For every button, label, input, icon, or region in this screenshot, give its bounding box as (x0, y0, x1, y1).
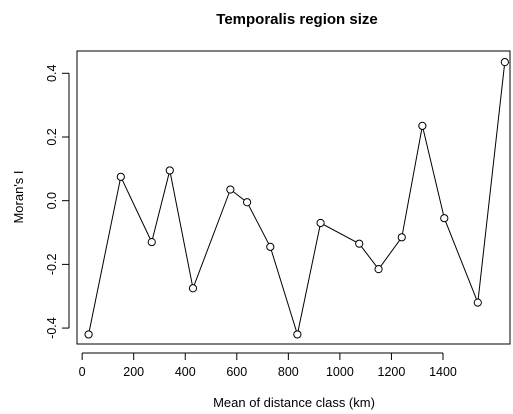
data-point (500, 58, 509, 67)
x-tick-label: 200 (123, 365, 144, 379)
y-tick-label: -0.4 (45, 317, 59, 339)
data-series (84, 58, 509, 339)
y-tick-label: 0.0 (45, 192, 59, 209)
chart-title: Temporalis region size (216, 11, 377, 28)
y-tick-label: 0.2 (45, 128, 59, 145)
data-point (116, 172, 125, 181)
data-point (84, 330, 93, 339)
data-point (316, 218, 325, 228)
data-point (473, 298, 482, 307)
x-tick-label: 600 (226, 365, 247, 379)
x-axis: 0 200 400 600 800 1000 1200 1400 (79, 352, 457, 379)
y-tick-label: 0.4 (45, 65, 59, 82)
x-tick-label: 1000 (326, 365, 354, 379)
data-point (165, 166, 174, 175)
data-point (293, 330, 302, 339)
y-tick-label: -0.2 (45, 254, 59, 276)
data-point (147, 237, 156, 247)
x-tick-label: 800 (278, 365, 299, 379)
data-point (243, 198, 252, 207)
x-tick-label: 0 (79, 365, 86, 379)
x-tick-label: 1200 (378, 365, 406, 379)
data-point (188, 284, 198, 293)
y-axis: -0.4 -0.2 0.0 0.2 0.4 (45, 65, 70, 339)
data-point (397, 233, 406, 242)
x-tick-label: 400 (175, 365, 196, 379)
plot-area-border (76, 50, 511, 345)
x-axis-label: Mean of distance class (km) (213, 395, 375, 410)
data-point (374, 265, 383, 274)
data-point (440, 214, 449, 223)
y-axis-label: Moran's I (11, 170, 26, 223)
series-line (88, 62, 506, 337)
data-point (226, 185, 235, 194)
data-point (355, 239, 364, 248)
data-point (418, 121, 427, 130)
x-tick-label: 1400 (429, 365, 457, 379)
data-point (266, 242, 275, 251)
